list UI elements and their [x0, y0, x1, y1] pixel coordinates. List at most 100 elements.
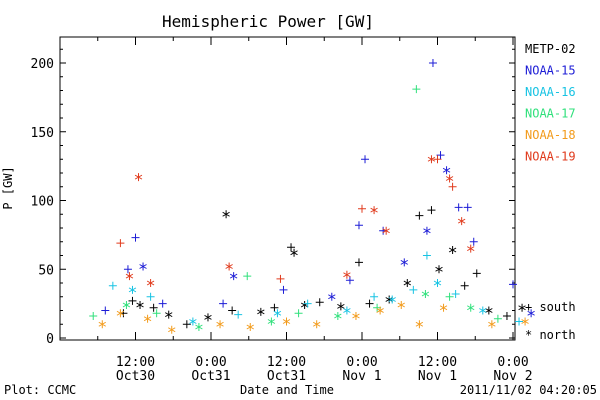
- marker-stroke: [343, 272, 351, 278]
- data-point: [204, 313, 212, 322]
- data-point: [125, 272, 134, 281]
- data-point: [460, 281, 469, 290]
- x-tick-time-label: 12:00: [116, 355, 155, 370]
- data-point: [415, 211, 424, 220]
- x-tick-time-label: 12:00: [418, 355, 457, 370]
- data-point: [439, 303, 448, 312]
- x-tick-date-label: Nov 1: [418, 369, 457, 384]
- data-point: [370, 292, 379, 301]
- marker-stroke: [521, 319, 529, 324]
- data-point: [234, 310, 243, 319]
- x-tick-time-label: 12:00: [267, 355, 306, 370]
- marker-stroke: [435, 266, 443, 272]
- marker-stroke: [388, 297, 396, 302]
- data-point: [243, 272, 252, 281]
- data-point: [454, 203, 463, 212]
- data-point: [385, 295, 393, 304]
- data-point: [427, 155, 436, 164]
- data-point: [467, 244, 475, 253]
- x-tick-time-label: 0:00: [497, 355, 528, 370]
- marker-stroke: [385, 297, 393, 302]
- marker-stroke: [204, 314, 212, 320]
- data-point: [463, 203, 472, 212]
- data-point: [131, 233, 140, 242]
- marker-stroke: [168, 327, 176, 333]
- data-point: [435, 265, 443, 274]
- marker-stroke: [267, 319, 276, 324]
- data-point: [412, 85, 421, 94]
- data-point: [409, 285, 418, 294]
- marker-stroke: [282, 319, 291, 324]
- marker-stroke: [290, 250, 298, 256]
- x-tick-date-label: Oct31: [267, 369, 306, 384]
- x-tick-date-label: Nov 2: [493, 369, 532, 384]
- plot-frame: [59, 36, 516, 341]
- marker-stroke: [442, 167, 451, 173]
- data-point: [436, 151, 445, 160]
- data-point: [89, 312, 98, 320]
- marker-stroke: [312, 321, 321, 327]
- data-point: [509, 280, 517, 289]
- marker-stroke: [488, 321, 496, 327]
- footer-plot-credit: Plot: CCMC: [4, 383, 76, 397]
- data-point: [422, 251, 431, 260]
- data-point: [101, 306, 110, 315]
- marker-stroke: [229, 273, 238, 279]
- y-tick-label: 100: [31, 195, 54, 210]
- data-point: [343, 270, 351, 279]
- data-point: [282, 317, 291, 326]
- data-point: [276, 274, 285, 283]
- legend-entry: NOAA-15: [525, 64, 576, 78]
- data-point: [403, 279, 412, 287]
- marker-stroke: [376, 308, 384, 313]
- x-tick-date-label: Oct31: [191, 369, 230, 384]
- marker-stroke: [98, 321, 106, 327]
- data-point: [451, 290, 460, 298]
- data-point: [382, 226, 390, 235]
- chart-title: Hemispheric Power [GW]: [162, 12, 374, 31]
- data-point: [287, 243, 296, 252]
- y-tick-label: 50: [38, 263, 54, 278]
- marker-stroke: [122, 302, 131, 308]
- data-point: [433, 279, 442, 287]
- marker-stroke: [334, 313, 342, 319]
- data-point: [146, 279, 155, 287]
- marker-stroke: [485, 308, 493, 313]
- data-point: [502, 312, 511, 320]
- y-tick-label: 200: [31, 57, 54, 72]
- data-point: [518, 303, 526, 312]
- marker-stroke: [337, 303, 345, 309]
- marker-legend-entry: * north: [525, 328, 576, 342]
- data-point: [165, 310, 173, 319]
- legend-entry: NOAA-17: [525, 107, 576, 121]
- marker-stroke: [189, 319, 197, 324]
- data-point: [515, 317, 524, 326]
- marker-stroke: [143, 316, 152, 322]
- x-tick-time-label: 0:00: [346, 355, 377, 370]
- marker-stroke: [415, 321, 424, 327]
- data-point: [361, 155, 370, 164]
- marker-stroke: [257, 309, 265, 315]
- data-point: [428, 59, 437, 67]
- data-point: [149, 303, 158, 312]
- marker-legend-entry: + south: [525, 300, 576, 314]
- y-axis-label: P [GW]: [1, 166, 15, 209]
- marker-stroke: [146, 280, 155, 286]
- data-points: [89, 59, 535, 334]
- footer-timestamp: 2011/11/02 04:20:05: [460, 383, 597, 397]
- data-point: [182, 320, 191, 329]
- data-point: [136, 301, 144, 309]
- data-point: [270, 303, 279, 312]
- data-point: [457, 217, 466, 226]
- data-point: [370, 206, 378, 215]
- marker-stroke: [225, 264, 233, 269]
- data-point: [467, 303, 475, 312]
- marker-stroke: [479, 308, 487, 313]
- marker-stroke: [439, 305, 448, 311]
- y-tick-label: 150: [31, 126, 54, 141]
- marker-stroke: [116, 310, 125, 316]
- data-point: [343, 306, 351, 315]
- marker-stroke: [423, 228, 431, 234]
- data-point: [445, 292, 454, 301]
